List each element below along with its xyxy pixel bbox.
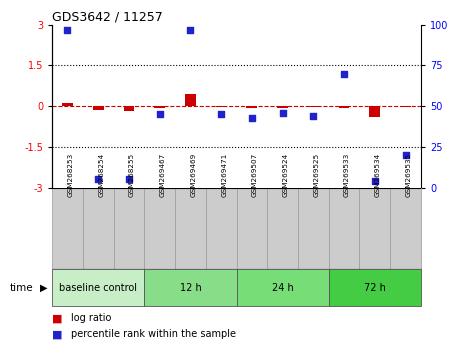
Point <box>156 112 164 117</box>
Bar <box>144 269 236 306</box>
Text: GSM269471: GSM269471 <box>221 153 227 198</box>
Text: GSM269525: GSM269525 <box>314 153 319 198</box>
Text: GSM268254: GSM268254 <box>98 153 104 198</box>
Bar <box>62 103 73 106</box>
Bar <box>93 106 104 110</box>
Text: 24 h: 24 h <box>272 282 293 293</box>
Point <box>371 178 378 184</box>
Text: 72 h: 72 h <box>364 282 386 293</box>
Text: GSM269469: GSM269469 <box>190 153 196 198</box>
Text: GSM269524: GSM269524 <box>283 153 289 198</box>
Bar <box>236 269 329 306</box>
Bar <box>277 106 288 108</box>
Text: log ratio: log ratio <box>71 313 111 323</box>
Bar <box>400 106 411 107</box>
Text: GSM269534: GSM269534 <box>375 153 381 198</box>
Bar <box>267 188 298 269</box>
Point <box>125 177 132 182</box>
Text: ■: ■ <box>52 329 62 339</box>
Bar <box>359 188 390 269</box>
Text: GSM269533: GSM269533 <box>344 153 350 198</box>
Bar <box>390 188 421 269</box>
Text: ▶: ▶ <box>40 282 48 293</box>
Bar <box>83 188 114 269</box>
Text: GSM268255: GSM268255 <box>129 153 135 198</box>
Point <box>310 113 317 119</box>
Bar <box>206 188 236 269</box>
Bar <box>236 188 267 269</box>
Text: percentile rank within the sample: percentile rank within the sample <box>71 329 236 339</box>
Bar <box>175 188 206 269</box>
Bar <box>114 188 144 269</box>
Bar <box>144 188 175 269</box>
Text: GSM269507: GSM269507 <box>252 153 258 198</box>
Point <box>186 27 194 33</box>
Bar <box>216 106 227 107</box>
Bar <box>369 106 380 116</box>
Point <box>341 71 348 76</box>
Bar <box>52 188 83 269</box>
Point <box>248 115 255 120</box>
Text: GDS3642 / 11257: GDS3642 / 11257 <box>52 10 163 23</box>
Text: baseline control: baseline control <box>59 282 137 293</box>
Bar <box>246 106 257 108</box>
Point <box>279 110 287 115</box>
Bar <box>298 188 329 269</box>
Bar <box>154 106 165 108</box>
Bar <box>185 94 196 106</box>
Bar <box>123 106 134 111</box>
Bar <box>329 188 359 269</box>
Text: GSM269467: GSM269467 <box>159 153 166 198</box>
Bar <box>308 106 319 107</box>
Bar <box>329 269 421 306</box>
Text: GSM269535: GSM269535 <box>406 153 412 198</box>
Text: time: time <box>9 282 33 293</box>
Bar <box>339 106 350 108</box>
Text: ■: ■ <box>52 313 62 323</box>
Point <box>402 152 410 158</box>
Text: 12 h: 12 h <box>180 282 201 293</box>
Text: GSM268253: GSM268253 <box>67 153 73 198</box>
Bar <box>52 269 144 306</box>
Point <box>94 177 102 182</box>
Point <box>63 27 71 33</box>
Point <box>217 112 225 117</box>
